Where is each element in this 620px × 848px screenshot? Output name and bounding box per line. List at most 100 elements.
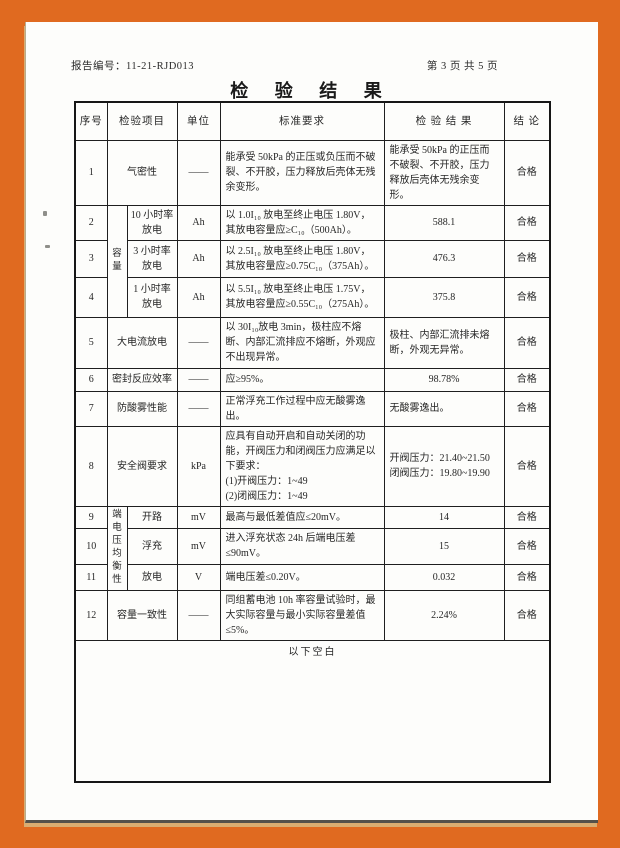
- table-row: 4 1 小时率放电 Ah 以 5.5I₁₀ 放电至终止电压 1.75V，其放电容…: [74, 276, 551, 318]
- row-item: 开路: [126, 505, 178, 529]
- row-result: 无酸雾逸出。: [383, 390, 505, 427]
- row-requirement: 正常浮充工作过程中应无酸雾逸出。: [219, 390, 385, 427]
- inspection-results-table: 序号 检验项目 单位 标准要求 检 验 结 果 结 论 1 气密性 —— 能承受…: [74, 101, 551, 783]
- row-conclusion: 合格: [503, 367, 551, 392]
- row-unit: kPa: [176, 425, 221, 507]
- row-result: 375.8: [383, 276, 505, 318]
- row-requirement: 以 2.5I₁₀ 放电至终止电压 1.80V，其放电容量应≥0.75C₁₀（37…: [219, 239, 385, 278]
- table-row: 3 3 小时率放电 Ah 以 2.5I₁₀ 放电至终止电压 1.80V，其放电容…: [74, 239, 551, 278]
- col-header-conclusion: 结 论: [503, 101, 551, 141]
- table-row: 5 大电流放电 —— 以 30I₁₀放电 3min，极柱应不熔断、内部汇流排应不…: [74, 316, 551, 369]
- document-page: 报告编号：11-21-RJD013 第 3 页 共 5 页 检 验 结 果 序号…: [25, 22, 598, 823]
- row-result: 开阀压力：21.40~21.50 闭阀压力：19.80~19.90: [383, 425, 505, 507]
- row-no: 8: [74, 425, 108, 507]
- row-no: 1: [74, 139, 108, 206]
- row-no: 4: [74, 276, 108, 318]
- row-unit: ——: [176, 316, 221, 369]
- col-header-unit: 单位: [176, 101, 221, 141]
- row-item: 浮充: [126, 527, 178, 565]
- row-conclusion: 合格: [503, 563, 551, 591]
- row-item: 安全阀要求: [106, 425, 178, 507]
- col-header-no: 序号: [74, 101, 108, 141]
- row-unit: mV: [176, 527, 221, 565]
- group-label-capacity: 容量: [106, 204, 128, 318]
- row-requirement: 最高与最低差值应≤20mV。: [219, 505, 385, 529]
- report-number: 报告编号：11-21-RJD013: [71, 61, 195, 72]
- table-row: 2 容量 10 小时率放电 Ah 以 1.0I₁₀ 放电至终止电压 1.80V，…: [74, 204, 551, 318]
- row-item: 1 小时率放电: [126, 276, 178, 318]
- row-conclusion: 合格: [503, 276, 551, 318]
- row-result: 98.78%: [383, 367, 505, 392]
- row-no: 9: [74, 505, 108, 529]
- row-item: 3 小时率放电: [126, 239, 178, 278]
- row-conclusion: 合格: [503, 589, 551, 641]
- row-conclusion: 合格: [503, 527, 551, 565]
- row-no: 3: [74, 239, 108, 278]
- page-title: 检 验 结 果: [230, 81, 393, 101]
- row-result: 2.24%: [383, 589, 505, 641]
- blank-below-note: 以下空白: [74, 639, 551, 783]
- row-requirement: 端电压差≤0.20V。: [219, 563, 385, 591]
- row-requirement: 应具有自动开启和自动关闭的功能，开阀压力和闭阀压力应满足以下要求： (1)开阀压…: [219, 425, 385, 507]
- document-header: 报告编号：11-21-RJD013 第 3 页 共 5 页: [71, 58, 498, 73]
- row-unit: V: [176, 563, 221, 591]
- scan-speck: [43, 211, 47, 216]
- row-requirement: 能承受 50kPa 的正压或负压而不破裂、不开胶，压力释放后壳体无残余变形。: [219, 139, 385, 206]
- row-result: 588.1: [383, 204, 505, 241]
- row-conclusion: 合格: [503, 239, 551, 278]
- row-unit: ——: [176, 367, 221, 392]
- row-unit: Ah: [176, 204, 221, 241]
- row-item: 10 小时率放电: [126, 204, 178, 241]
- row-requirement: 进入浮充状态 24h 后端电压差≤90mV。: [219, 527, 385, 565]
- row-conclusion: 合格: [503, 139, 551, 206]
- table-row: 9 端电压均衡性 开路 mV 最高与最低差值应≤20mV。 14 合格: [74, 505, 551, 591]
- table-row: 10 浮充 mV 进入浮充状态 24h 后端电压差≤90mV。 15 合格: [74, 527, 551, 565]
- row-result: 极柱、内部汇流排未熔断，外观无异常。: [383, 316, 505, 369]
- row-result: 15: [383, 527, 505, 565]
- table-header-row: 序号 检验项目 单位 标准要求 检 验 结 果 结 论: [74, 101, 551, 141]
- col-header-result: 检 验 结 果: [383, 101, 505, 141]
- row-result: 476.3: [383, 239, 505, 278]
- row-conclusion: 合格: [503, 204, 551, 241]
- blank-footer-row: 以下空白: [74, 639, 551, 783]
- row-unit: mV: [176, 505, 221, 529]
- col-header-requirement: 标准要求: [219, 101, 385, 141]
- row-no: 10: [74, 527, 108, 565]
- row-requirement: 以 30I₁₀放电 3min，极柱应不熔断、内部汇流排应不熔断，外观应不出现异常…: [219, 316, 385, 369]
- row-requirement: 以 5.5I₁₀ 放电至终止电压 1.75V，其放电容量应≥0.55C₁₀（27…: [219, 276, 385, 318]
- row-requirement: 同组蓄电池 10h 率容量试验时，最大实际容量与最小实际容量差值≤5%。: [219, 589, 385, 641]
- row-no: 7: [74, 390, 108, 427]
- row-unit: ——: [176, 589, 221, 641]
- row-no: 12: [74, 589, 108, 641]
- table-row: 12 容量一致性 —— 同组蓄电池 10h 率容量试验时，最大实际容量与最小实际…: [74, 589, 551, 641]
- row-item: 密封反应效率: [106, 367, 178, 392]
- table-row: 1 气密性 —— 能承受 50kPa 的正压或负压而不破裂、不开胶，压力释放后壳…: [74, 139, 551, 206]
- row-unit: Ah: [176, 239, 221, 278]
- group-label-terminal-voltage: 端电压均衡性: [106, 505, 128, 591]
- row-unit: Ah: [176, 276, 221, 318]
- row-result: 14: [383, 505, 505, 529]
- row-item: 气密性: [106, 139, 178, 206]
- row-no: 5: [74, 316, 108, 369]
- row-no: 11: [74, 563, 108, 591]
- col-header-item: 检验项目: [106, 101, 178, 141]
- row-conclusion: 合格: [503, 425, 551, 507]
- page-indicator: 第 3 页 共 5 页: [426, 61, 498, 72]
- row-item: 防酸雾性能: [106, 390, 178, 427]
- table-row: 8 安全阀要求 kPa 应具有自动开启和自动关闭的功能，开阀压力和闭阀压力应满足…: [74, 425, 551, 507]
- scan-speck: [45, 245, 50, 248]
- table-row: 11 放电 V 端电压差≤0.20V。 0.032 合格: [74, 563, 551, 591]
- row-conclusion: 合格: [503, 390, 551, 427]
- row-item: 放电: [126, 563, 178, 591]
- row-conclusion: 合格: [503, 316, 551, 369]
- row-requirement: 以 1.0I₁₀ 放电至终止电压 1.80V，其放电容量应≥C₁₀（500Ah）…: [219, 204, 385, 241]
- row-requirement: 应≥95%。: [219, 367, 385, 392]
- row-result: 0.032: [383, 563, 505, 591]
- row-result: 能承受 50kPa 的正压而不破裂、不开胶，压力释放后壳体无残余变形。: [383, 139, 505, 206]
- row-item: 容量一致性: [106, 589, 178, 641]
- row-conclusion: 合格: [503, 505, 551, 529]
- row-item: 大电流放电: [106, 316, 178, 369]
- row-unit: ——: [176, 139, 221, 206]
- row-unit: ——: [176, 390, 221, 427]
